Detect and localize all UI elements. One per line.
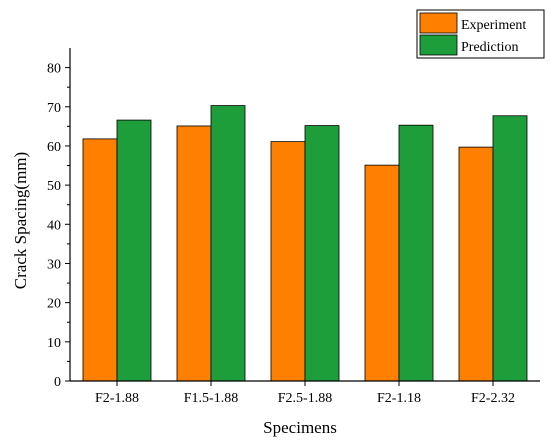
y-tick-label: 10 — [47, 336, 61, 351]
legend: Experiment Prediction — [416, 9, 545, 59]
bars-group — [82, 105, 528, 382]
y-tick-label: 20 — [47, 297, 61, 312]
bar-prediction-f1.5-1.88 — [210, 105, 246, 382]
x-tick-label: F2-1.88 — [95, 391, 139, 406]
x-tick-label: F2.5-1.88 — [278, 391, 332, 406]
y-tick-label: 30 — [47, 257, 61, 272]
bar-prediction-f2-1.18 — [398, 124, 434, 382]
x-ticks-group: F2-1.88 F1.5-1.88 F2.5-1.88 F2-1.18 F2-2.32 — [95, 381, 515, 406]
x-tick-label: F1.5-1.88 — [184, 391, 238, 406]
y-tick-label: 0 — [54, 375, 61, 390]
legend-label-prediction: Prediction — [461, 40, 519, 55]
x-tick-label: F2-1.18 — [377, 391, 421, 406]
legend-swatch-prediction — [419, 34, 458, 56]
y-tick-label: 40 — [47, 218, 61, 233]
bar-experiment-f2-1.88 — [82, 138, 118, 382]
bar-experiment-f2-1.18 — [364, 164, 400, 382]
x-tick-label: F2-2.32 — [471, 391, 515, 406]
bar-experiment-f2.5-1.88 — [270, 141, 306, 382]
bar-prediction-f2-2.32 — [492, 115, 528, 382]
bar-prediction-f2.5-1.88 — [304, 125, 340, 382]
y-tick-label: 50 — [47, 179, 61, 194]
y-tick-label: 70 — [47, 101, 61, 116]
y-ticks-group: 0 10 20 30 40 50 60 70 80 — [47, 62, 70, 390]
y-tick-label: 60 — [47, 140, 61, 155]
bar-experiment-f2-2.32 — [458, 146, 494, 382]
legend-swatch-experiment — [419, 12, 458, 34]
bar-prediction-f2-1.88 — [116, 119, 152, 382]
x-axis-title: Specimens — [263, 418, 337, 437]
y-axis-title: Crack Spacing(mm) — [11, 152, 30, 289]
bar-experiment-f1.5-1.88 — [176, 125, 212, 382]
legend-label-experiment: Experiment — [461, 18, 526, 33]
y-tick-label: 80 — [47, 62, 61, 77]
